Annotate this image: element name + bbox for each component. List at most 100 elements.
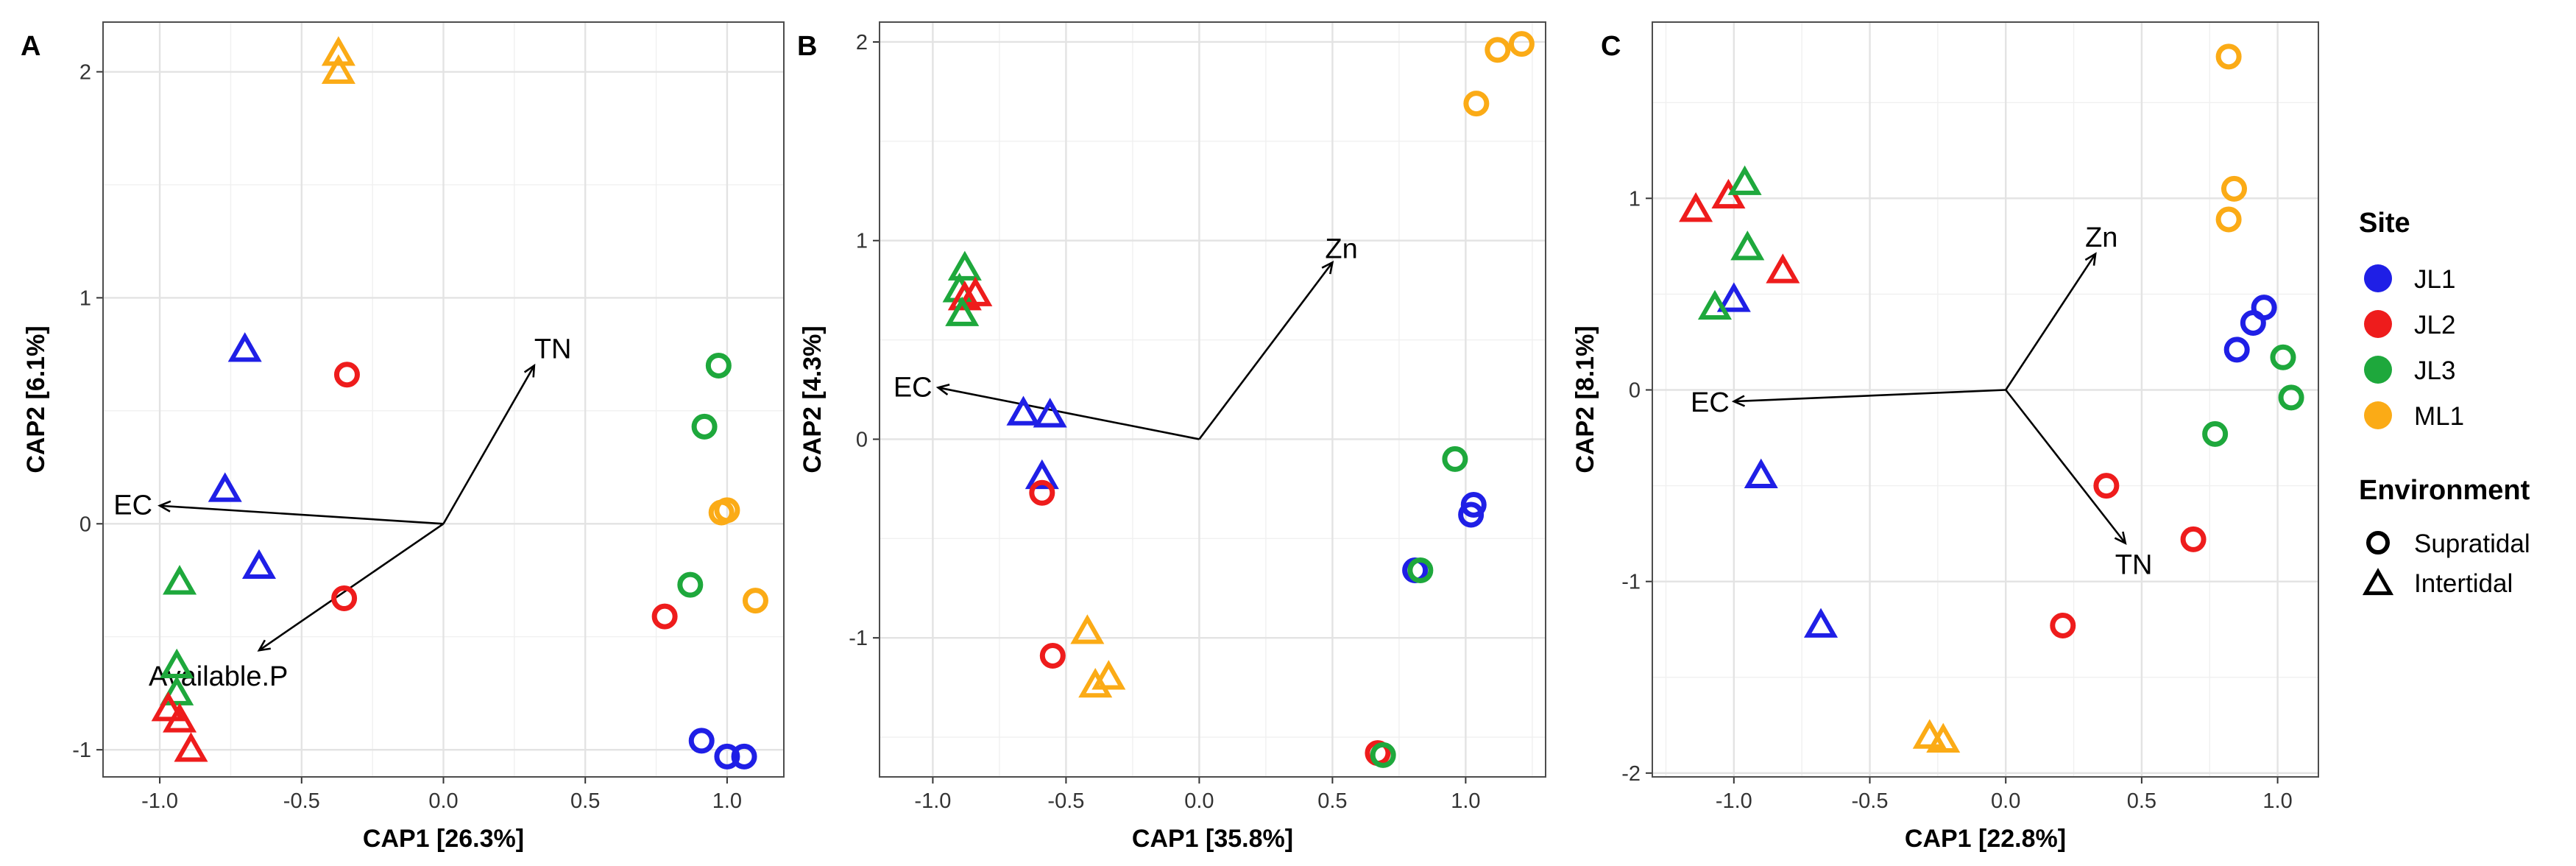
point-jl3-supratidal — [1442, 446, 1468, 472]
x-tick-label: 0.5 — [1317, 789, 1347, 813]
legend: Site JL1 JL2 JL3 ML1 Environment Supratidal… — [2359, 208, 2530, 598]
y-tick-label: -1 — [849, 627, 868, 650]
y-axis-title: CAP2 [8.1%] — [1571, 325, 1599, 473]
vector-arrowhead — [1731, 395, 1746, 407]
plot-background — [880, 22, 1546, 777]
point-jl2-supratidal — [2093, 473, 2120, 499]
point-ml1-intertidal — [1078, 668, 1113, 698]
x-axis-title: CAP1 [26.3%] — [363, 825, 524, 853]
y-tick-label: 0 — [79, 513, 91, 536]
y-axis-title: CAP2 [6.1%] — [22, 325, 50, 473]
point-jl1-intertidal — [241, 549, 276, 579]
panel-letter: A — [21, 31, 40, 62]
legend-label: JL1 — [2414, 265, 2455, 294]
x-tick-label: -1.0 — [914, 789, 951, 813]
point-jl3-supratidal — [691, 413, 718, 440]
x-tick-label: -0.5 — [1047, 789, 1084, 813]
legend-label: JL2 — [2414, 311, 2455, 339]
point-ml1-supratidal — [2221, 175, 2247, 202]
point-jl3-intertidal — [1730, 230, 1765, 261]
vector-zn — [2005, 253, 2097, 391]
point-jl3-intertidal — [945, 296, 980, 326]
vector-label: EC — [1691, 387, 1730, 418]
plot-border — [1652, 21, 2319, 778]
panel-c-plot: -1.0 -0.5 0.0 0.5 1.0 -2 -1 0 1 Zn EC TN CAP1 [22.8%… — [1571, 21, 2319, 853]
point-jl3-supratidal — [2270, 344, 2296, 370]
y-tick-label: 1 — [856, 230, 868, 253]
y-tick-label: 0 — [1629, 379, 1641, 402]
point-jl2-intertidal — [1766, 253, 1800, 284]
point-jl2-supratidal — [333, 362, 360, 388]
point-jl2-supratidal — [2180, 526, 2207, 552]
panel-b-plot: -1.0 -0.5 0.0 0.5 1.0 -1 0 1 2 Zn EC CAP1 [35.8%] CA… — [797, 21, 1546, 853]
point-jl1-intertidal — [227, 332, 262, 362]
legend-swatch-jl3 — [2364, 356, 2392, 384]
legend-shape-circle — [2366, 531, 2390, 555]
x-axis-title: CAP1 [35.8%] — [1132, 825, 1293, 853]
y-tick-label: 2 — [856, 31, 868, 54]
x-tick-label: -1.0 — [141, 789, 178, 813]
x-tick-label: 0.0 — [1184, 789, 1214, 813]
vector-tn — [2005, 389, 2126, 544]
point-ml1-supratidal — [1485, 37, 1511, 63]
panel-a-plot: -1.0 -0.5 0.0 0.5 1.0-1012TNECAvailable.PCAP… — [21, 21, 785, 853]
point-jl1-intertidal — [1804, 608, 1839, 638]
vector-label: TN — [534, 334, 572, 365]
point-jl1-supratidal — [688, 728, 715, 754]
point-jl1-supratidal — [731, 743, 757, 770]
point-jl3-supratidal — [2278, 384, 2304, 411]
point-ml1-intertidal — [1912, 719, 1947, 749]
panel-letter: B — [797, 31, 817, 62]
vector-arrowhead — [2084, 252, 2097, 266]
point-jl1-intertidal — [1006, 395, 1041, 426]
point-jl1-supratidal — [1458, 501, 1485, 528]
point-jl1-supratidal — [2223, 337, 2250, 363]
plot-border — [879, 21, 1546, 778]
point-ml1-supratidal — [2215, 206, 2242, 233]
legend-label: Supratidal — [2414, 529, 2530, 558]
point-ml1-intertidal — [321, 54, 355, 84]
y-tick-label: 0 — [856, 428, 868, 451]
point-jl2-supratidal — [1039, 642, 1066, 669]
vector-label: Zn — [1325, 233, 1357, 264]
vector-arrowhead — [1321, 260, 1334, 275]
y-tick-label: -1 — [1621, 571, 1641, 594]
point-jl2-intertidal — [1679, 192, 1713, 222]
x-tick-label: 0.5 — [570, 789, 600, 813]
legend-swatch-jl1 — [2364, 264, 2392, 292]
point-jl1-intertidal — [1033, 398, 1067, 428]
vector-ec — [160, 504, 444, 525]
x-tick-label: 0.0 — [1991, 789, 2020, 813]
point-jl3-intertidal — [163, 565, 197, 595]
point-jl3-supratidal — [1407, 557, 1434, 583]
x-tick-label: 1.0 — [1451, 789, 1480, 813]
point-jl1-intertidal — [1716, 282, 1751, 312]
point-ml1-intertidal — [321, 36, 355, 66]
y-tick-label: -1 — [72, 739, 91, 762]
vector-ec — [1733, 389, 2006, 403]
point-jl3-supratidal — [2202, 420, 2229, 447]
point-jl2-supratidal — [1029, 479, 1055, 506]
legend-label: ML1 — [2414, 402, 2464, 431]
point-jl3-supratidal — [1370, 742, 1396, 768]
point-jl3-supratidal — [677, 571, 704, 598]
y-tick-label: 1 — [1629, 187, 1641, 211]
point-ml1-supratidal — [1463, 91, 1490, 117]
point-ml1-supratidal — [742, 588, 768, 614]
vector-label: EC — [894, 372, 933, 403]
x-tick-label: 0.5 — [2127, 789, 2156, 813]
point-jl1-intertidal — [1744, 458, 1778, 488]
vector-arrowhead — [2114, 531, 2127, 545]
vector-label: Zn — [2085, 222, 2117, 253]
point-jl1-supratidal — [2240, 309, 2266, 336]
vector-arrowhead — [158, 500, 171, 513]
vector-tn — [442, 365, 535, 524]
point-jl3-intertidal — [947, 250, 982, 281]
vector-available-p — [258, 523, 445, 652]
vector-zn — [1198, 261, 1334, 440]
plot-border — [102, 21, 785, 778]
point-jl2-supratidal — [651, 603, 678, 630]
point-jl1-supratidal — [714, 743, 740, 770]
vector-label: TN — [2115, 550, 2153, 581]
